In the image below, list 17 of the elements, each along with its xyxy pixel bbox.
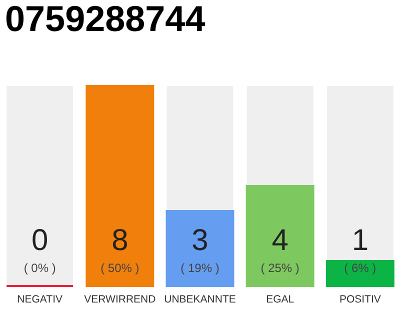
annotation: ( 19% ): [180, 261, 220, 275]
data-label: 8: [112, 224, 128, 257]
data-label: 4: [272, 224, 288, 257]
x-tick-label: UNBEKANNTE: [164, 294, 236, 306]
annotation: ( 25% ): [260, 261, 300, 275]
x-tick-label: POSITIV: [339, 294, 381, 306]
data-label: 0: [31, 224, 48, 257]
x-tick-label: NEGATIV: [17, 294, 62, 306]
annotation: ( 50% ): [100, 261, 140, 275]
x-tick-label: EGAL: [266, 294, 294, 306]
data-label: 3: [192, 224, 208, 257]
chart-title: 0759288744: [5, 0, 206, 39]
bar: [326, 260, 394, 287]
annotation: ( 6% ): [344, 261, 376, 275]
data-label: 1: [352, 224, 369, 257]
x-tick-label: VERWIRREND: [84, 294, 156, 306]
annotation: ( 0% ): [24, 261, 56, 275]
